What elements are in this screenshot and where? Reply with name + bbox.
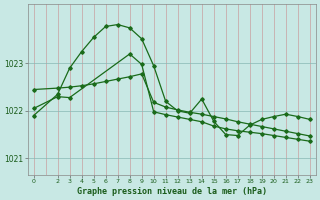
X-axis label: Graphe pression niveau de la mer (hPa): Graphe pression niveau de la mer (hPa) [77,187,267,196]
